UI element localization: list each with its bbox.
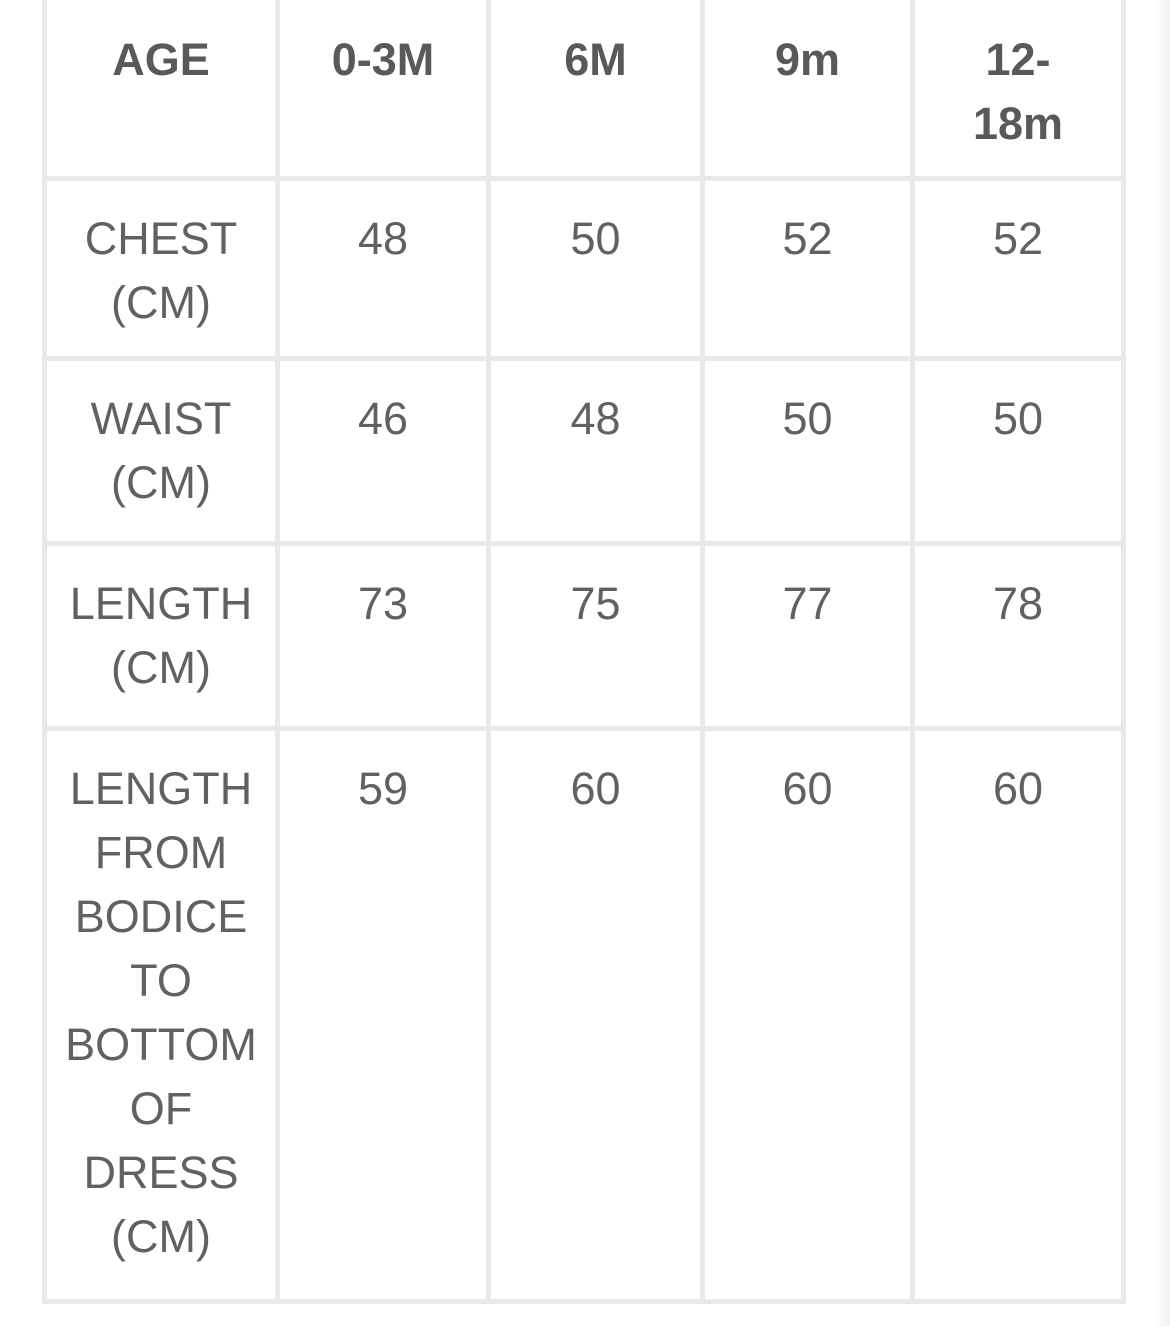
table-row-length: LENGTH (CM) 73 75 77 78: [42, 541, 1126, 731]
value-cell: 78: [910, 541, 1126, 731]
header-row: AGE 0-3M 6M 9m 12-18m: [42, 0, 1126, 181]
table-row-chest: CHEST (CM) 48 50 52 52: [42, 176, 1126, 361]
row-label-cell: LENGTH (CM): [42, 541, 280, 731]
column-header-12-18m-label: 12-18m: [972, 34, 1064, 149]
value-cell: 77: [700, 541, 915, 731]
column-header-0-3m-label: 0-3M: [331, 34, 435, 85]
size-chart-table: AGE 0-3M 6M 9m 12-18m CHEST (CM) 48 50 5…: [42, 0, 1126, 1304]
value-cell: 59: [275, 726, 491, 1304]
value-cell: 50: [700, 356, 915, 546]
value-cell: 75: [486, 541, 705, 731]
value-cell: 52: [910, 176, 1126, 361]
column-header-9m-label: 9m: [774, 34, 841, 85]
value-cell: 52: [700, 176, 915, 361]
value-cell: 60: [700, 726, 915, 1304]
row-label-cell: WAIST (CM): [42, 356, 280, 546]
value-cell: 48: [486, 356, 705, 546]
column-header-9m: 9m: [700, 0, 915, 181]
value-cell: 60: [486, 726, 705, 1304]
value-cell: 50: [910, 356, 1126, 546]
column-header-0-3m: 0-3M: [275, 0, 491, 181]
right-edge-scroll-shadow: [1156, 0, 1170, 1326]
column-header-6m-label: 6M: [564, 34, 627, 85]
value-cell: 46: [275, 356, 491, 546]
value-cell: 48: [275, 176, 491, 361]
value-cell: 60: [910, 726, 1126, 1304]
value-cell: 50: [486, 176, 705, 361]
row-label-cell: CHEST (CM): [42, 176, 280, 361]
value-cell: 73: [275, 541, 491, 731]
column-header-6m: 6M: [486, 0, 705, 181]
table-row-length-from-bodice: LENGTH FROM BODICE TO BOTTOM OF DRESS (C…: [42, 726, 1126, 1304]
column-header-12-18m: 12-18m: [910, 0, 1126, 181]
row-label-cell: LENGTH FROM BODICE TO BOTTOM OF DRESS (C…: [42, 726, 280, 1304]
column-header-age-label: AGE: [112, 34, 210, 85]
table-row-waist: WAIST (CM) 46 48 50 50: [42, 356, 1126, 546]
column-header-age: AGE: [42, 0, 280, 181]
